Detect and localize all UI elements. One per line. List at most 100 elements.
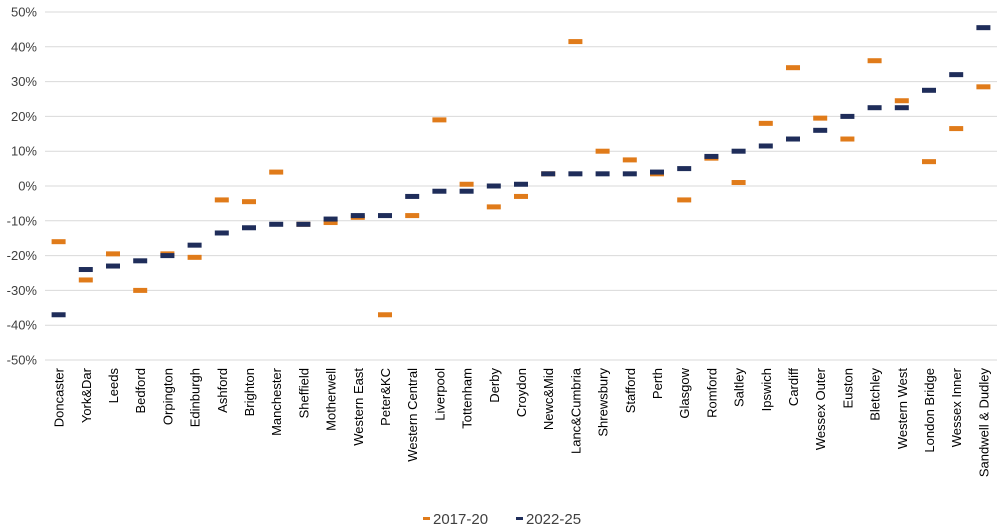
marker-2022-25: [786, 136, 800, 142]
marker-2022-25: [432, 188, 447, 194]
marker-2017-20: [568, 39, 583, 45]
marker-2017-20: [187, 254, 202, 260]
marker-2017-20: [786, 65, 800, 71]
marker-2022-25: [378, 213, 392, 219]
legend-swatch-2022-25: [516, 517, 523, 520]
marker-2017-20: [106, 251, 120, 257]
x-tick-label: Ashford: [215, 368, 230, 413]
x-tick-label: Motherwell: [324, 368, 339, 431]
y-tick-label: 30%: [11, 74, 37, 89]
marker-2022-25: [541, 171, 556, 177]
x-tick-label: Lanc&Cumbria: [568, 367, 583, 454]
x-tick-label: Western Central: [405, 368, 420, 462]
marker-2022-25: [976, 25, 991, 31]
x-tick-label: London Bridge: [922, 368, 937, 453]
marker-2017-20: [677, 197, 692, 203]
marker-2022-25: [867, 105, 882, 111]
marker-2022-25: [731, 148, 746, 154]
marker-2017-20: [758, 120, 773, 126]
x-tick-label: York&Dar: [79, 367, 94, 423]
marker-2022-25: [459, 188, 474, 194]
legend-label-2017-20: 2017-20: [433, 511, 488, 528]
x-tick-label: Wessex Outer: [813, 367, 828, 450]
x-tick-label: Sheffield: [296, 368, 311, 418]
legend-swatch-2017-20: [423, 517, 430, 520]
marker-2022-25: [160, 253, 175, 259]
y-tick-label: 0%: [18, 179, 37, 194]
marker-2017-20: [731, 180, 746, 186]
x-tick-label: Manchester: [269, 367, 284, 436]
marker-2022-25: [813, 127, 828, 133]
y-tick-label: -10%: [7, 213, 38, 228]
x-tick-label: Ipswich: [759, 368, 774, 411]
marker-2022-25: [405, 193, 420, 199]
x-tick-label: Saltley: [732, 368, 747, 408]
x-tick-label: Orpington: [160, 368, 175, 425]
legend: 2017-20 2022-25: [423, 511, 581, 528]
y-tick-label: -30%: [7, 283, 38, 298]
marker-2022-25: [323, 216, 338, 222]
y-tick-label: 20%: [11, 109, 37, 124]
marker-2022-25: [350, 213, 365, 219]
y-axis-ticks: 50% 40% 30% 20% 10% 0% -10% -20% -30% -40% -50%: [7, 5, 38, 368]
marker-2022-25: [949, 72, 964, 78]
marker-2017-20: [269, 169, 284, 175]
x-tick-label: Glasgow: [677, 367, 692, 418]
marker-2017-20: [486, 204, 501, 210]
marker-2022-25: [677, 166, 692, 172]
marker-2017-20: [840, 136, 855, 142]
x-tick-label: Shrewsbury: [596, 368, 611, 437]
y-tick-label: 50%: [11, 5, 37, 20]
marker-2022-25: [242, 225, 256, 231]
marker-2022-25: [133, 258, 148, 264]
marker-2017-20: [949, 126, 964, 132]
marker-2017-20: [622, 157, 637, 163]
x-tick-label: Euston: [840, 368, 855, 408]
marker-2017-20: [242, 199, 256, 205]
marker-2017-20: [459, 181, 474, 187]
marker-2022-25: [78, 267, 93, 273]
y-tick-label: 40%: [11, 39, 37, 54]
marker-2022-25: [106, 263, 120, 269]
marker-2022-25: [514, 181, 528, 187]
marker-2017-20: [323, 220, 338, 226]
y-tick-label: 10%: [11, 144, 37, 159]
marker-2022-25: [296, 221, 311, 227]
marker-2022-25: [214, 230, 229, 236]
x-tick-label: Western West: [895, 368, 910, 450]
marker-2017-20: [595, 148, 610, 154]
marker-2017-20: [867, 58, 882, 64]
marker-2017-20: [51, 239, 66, 245]
marker-2022-25: [840, 113, 855, 119]
marker-2022-25: [650, 169, 664, 175]
x-tick-label: Newc&Mid: [541, 368, 556, 430]
x-tick-label: Tottenham: [460, 368, 475, 429]
marker-2022-25: [922, 87, 936, 93]
x-tick-label: Sandwell & Dudley: [976, 368, 991, 478]
marker-2022-25: [704, 153, 719, 159]
marker-2017-20: [405, 213, 420, 219]
x-tick-label: Edinburgh: [188, 368, 203, 427]
marker-2022-25: [486, 183, 501, 189]
marker-2017-20: [78, 277, 93, 283]
marker-2017-20: [514, 193, 528, 199]
y-tick-label: -20%: [7, 248, 38, 263]
legend-label-2022-25: 2022-25: [526, 511, 581, 528]
marker-2022-25: [758, 143, 773, 149]
data-marks: [51, 25, 991, 318]
marker-2022-25: [51, 312, 66, 318]
x-tick-label: Perth: [650, 368, 665, 399]
x-tick-label: Doncaster: [52, 367, 67, 427]
marker-2017-20: [133, 287, 148, 293]
x-tick-label: Bedford: [133, 368, 148, 414]
x-tick-label: Romford: [704, 368, 719, 418]
marker-2017-20: [922, 159, 936, 165]
marker-2017-20: [378, 312, 392, 318]
marker-2017-20: [432, 117, 447, 123]
marker-2022-25: [568, 171, 583, 177]
marker-2022-25: [894, 105, 909, 111]
marker-2017-20: [813, 115, 828, 121]
x-tick-label: Stafford: [623, 368, 638, 413]
x-tick-label: Cardiff: [786, 368, 801, 406]
